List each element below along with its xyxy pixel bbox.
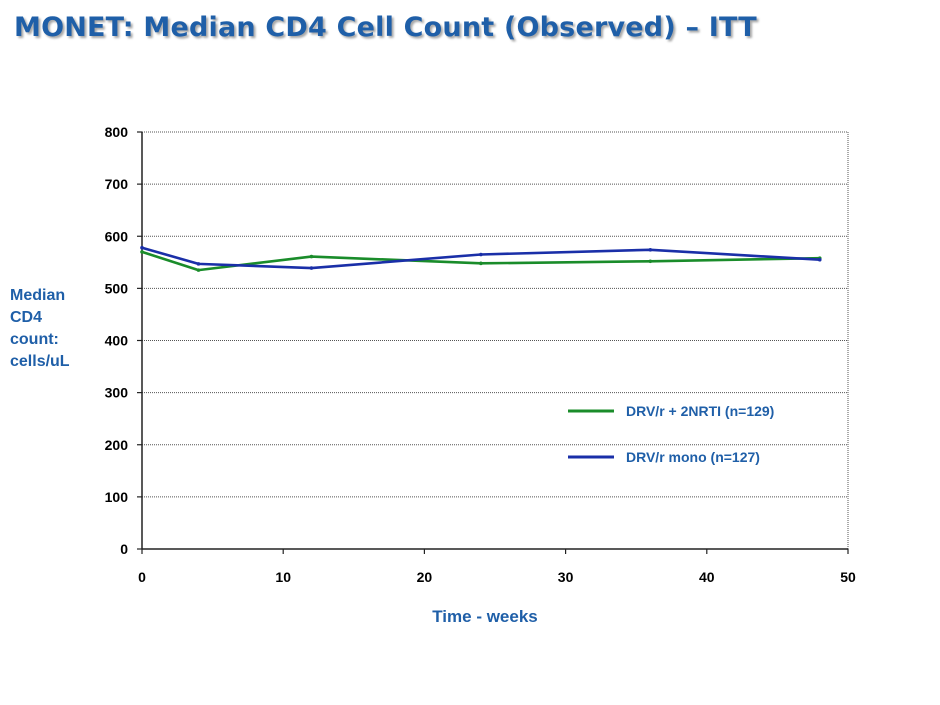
x-tick-label: 50	[840, 569, 856, 585]
x-tick-label: 40	[699, 569, 715, 585]
y-tick-label: 800	[105, 124, 129, 140]
data-point	[817, 257, 822, 262]
data-point	[479, 252, 483, 257]
series-line-2	[141, 246, 820, 270]
legend: DRV/r + 2NRTI (n=129) DRV/r mono (n=127)	[568, 403, 774, 465]
y-tick-label: 300	[105, 385, 129, 401]
y-tick-label: 200	[105, 437, 129, 453]
y-tick-label: 0	[120, 541, 128, 557]
data-point	[648, 248, 653, 252]
page-title: MONET: Median CD4 Cell Count (Observed) …	[14, 12, 757, 43]
y-axis-label-line: CD4	[10, 309, 43, 326]
x-tick-labels: 0 10 20 30 40 50	[138, 569, 856, 585]
data-point	[196, 262, 201, 266]
gridlines	[142, 131, 849, 549]
y-tick-label: 600	[105, 228, 129, 244]
x-tick-label: 20	[417, 569, 433, 585]
axes	[137, 131, 849, 554]
data-point	[648, 259, 653, 264]
data-point	[309, 266, 314, 270]
data-point	[140, 245, 144, 250]
data-point	[196, 268, 201, 272]
series-lines	[140, 245, 822, 272]
y-tick-labels: 0 100 200 300 400 500 600 700 800	[105, 124, 129, 557]
data-point	[479, 261, 483, 266]
y-axis-label-line: count:	[10, 331, 59, 348]
legend-label: DRV/r mono (n=127)	[626, 449, 760, 465]
y-tick-label: 500	[105, 280, 129, 296]
x-tick-label: 30	[558, 569, 574, 585]
x-tick-label: 10	[275, 569, 291, 585]
x-tick-label: 0	[138, 569, 146, 585]
y-tick-label: 700	[105, 176, 129, 192]
data-point	[309, 254, 314, 259]
y-axis-label-line: cells/uL	[10, 353, 70, 370]
y-tick-label: 400	[105, 333, 129, 349]
data-point	[140, 250, 144, 254]
y-tick-label: 100	[105, 489, 129, 505]
legend-label: DRV/r + 2NRTI (n=129)	[626, 403, 774, 419]
y-axis-label: Median CD4 count: cells/uL	[10, 285, 100, 373]
x-axis-label: Time - weeks	[432, 607, 538, 626]
y-axis-label-line: Median	[10, 287, 66, 304]
